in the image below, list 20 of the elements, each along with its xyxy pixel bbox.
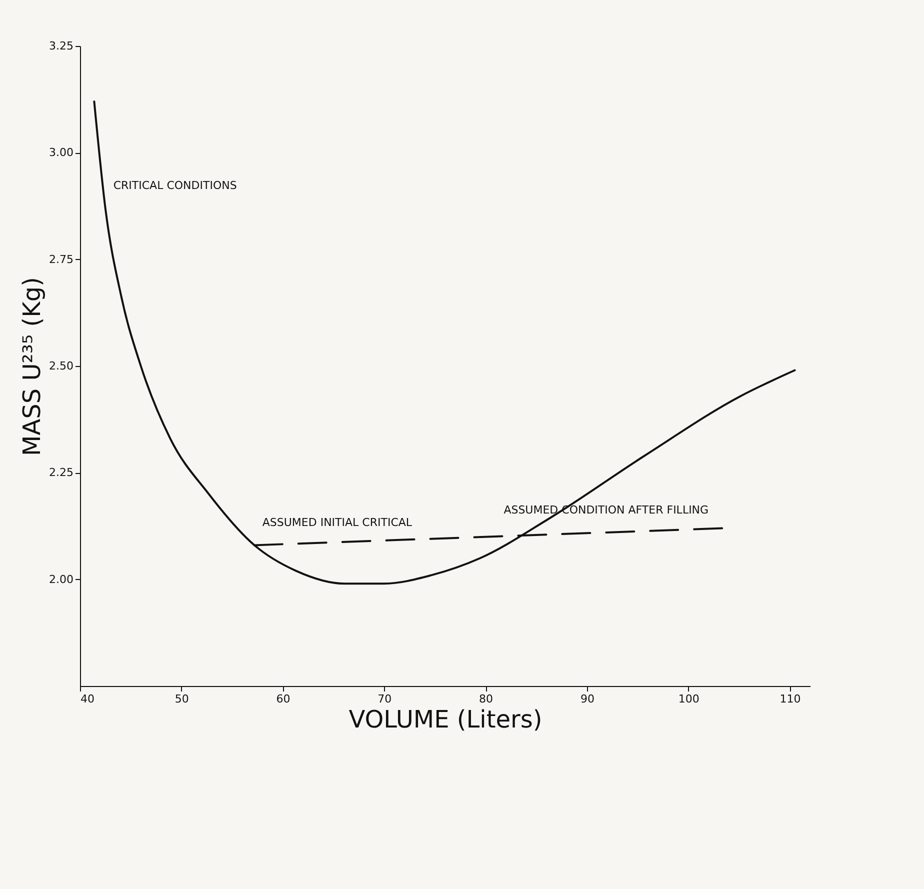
- annotation: ASSUMED CONDITION AFTER FILLING: [504, 503, 709, 516]
- annotation: ASSUMED INITIAL CRITICAL: [262, 516, 413, 530]
- x-tick-label: 80: [479, 692, 494, 706]
- y-tick-label: 3.00: [49, 146, 74, 160]
- y-axis-title: MASS U²³⁵ (Kg): [18, 277, 46, 456]
- y-tick-label: 2.25: [49, 466, 74, 480]
- x-tick-label: 60: [276, 692, 290, 706]
- x-tick-label: 90: [580, 692, 594, 706]
- annotation: CRITICAL CONDITIONS: [113, 179, 237, 192]
- x-axis-title: VOLUME (Liters): [348, 706, 542, 734]
- x-tick-label: 40: [80, 692, 94, 706]
- y-tick-label: 2.75: [49, 252, 74, 266]
- x-tick-label: 110: [780, 692, 801, 706]
- x-tick-label: 50: [174, 692, 189, 706]
- y-tick-label: 2.50: [49, 360, 74, 372]
- y-tick-label: 2.00: [49, 572, 74, 586]
- y-tick-label: 3.25: [49, 40, 74, 52]
- x-tick-label: 100: [678, 692, 700, 706]
- x-tick-label: 70: [378, 692, 392, 706]
- line-series: [93, 100, 796, 585]
